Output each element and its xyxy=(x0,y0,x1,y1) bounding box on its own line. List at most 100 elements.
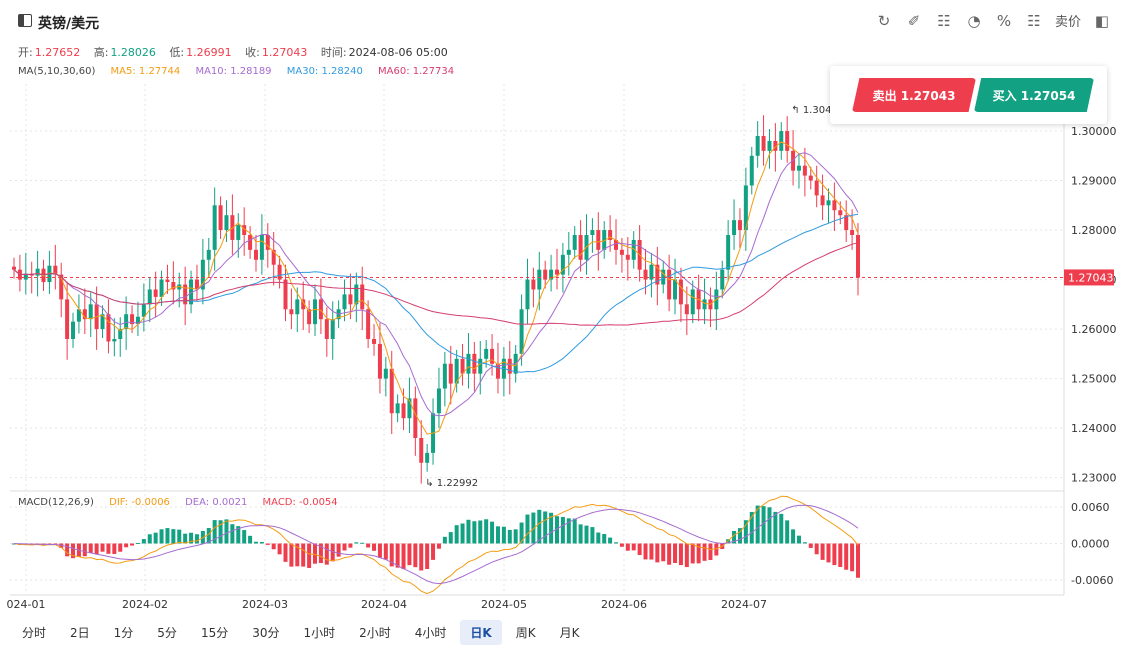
macd-bar xyxy=(289,543,294,567)
macd-bar xyxy=(802,542,807,544)
macd-bar xyxy=(708,543,713,560)
period-tab[interactable]: 日K xyxy=(460,620,502,645)
macd-bar xyxy=(495,526,500,544)
macd-bar xyxy=(773,511,778,544)
macd-bar xyxy=(690,543,695,564)
x-tick-label: 2024-07 xyxy=(721,598,767,611)
candle-body xyxy=(767,140,772,151)
period-tab[interactable]: 分时 xyxy=(22,626,47,640)
candle-body xyxy=(165,279,170,283)
high-annotation: ↰ 1.30442 xyxy=(791,105,844,116)
period-tab[interactable]: 15分 xyxy=(200,626,229,640)
candle-body xyxy=(183,284,188,305)
macd-bar xyxy=(649,543,654,560)
percent-icon[interactable]: % xyxy=(996,11,1012,30)
candle-body xyxy=(194,279,199,290)
candle-body xyxy=(684,304,689,315)
macd-bar xyxy=(678,543,683,566)
period-tab[interactable]: 5分 xyxy=(157,626,177,640)
macd-bar xyxy=(478,520,483,544)
macd-bar xyxy=(501,526,506,544)
macd-legend: MACD(12,26,9) DIF: -0.0006 DEA: 0.0021 M… xyxy=(18,497,350,508)
macd-bar xyxy=(431,543,436,560)
period-tab[interactable]: 2小时 xyxy=(359,626,391,640)
draw-icon[interactable]: ✐ xyxy=(907,11,921,30)
symbol-icon[interactable] xyxy=(18,14,32,27)
macd-bar xyxy=(82,543,87,557)
macd-bar xyxy=(737,528,742,544)
candle-body xyxy=(838,210,843,216)
period-tab[interactable]: 30分 xyxy=(252,626,280,640)
macd-value: MACD: -0.0054 xyxy=(262,497,338,508)
period-tab[interactable]: 4小时 xyxy=(414,626,447,640)
macd-label: MACD(12,26,9) xyxy=(18,497,94,508)
candle-body xyxy=(395,403,400,414)
macd-bar xyxy=(808,543,813,548)
candle-body xyxy=(342,294,347,310)
candle-body xyxy=(572,235,577,250)
macd-bar xyxy=(383,543,388,560)
y-tick-label: 1.26000 xyxy=(1071,323,1117,336)
macd-bar xyxy=(354,542,359,544)
buy-button[interactable]: 买入 1.27054 xyxy=(974,78,1094,112)
macd-bar xyxy=(372,543,377,551)
period-tab[interactable]: 周K xyxy=(515,626,536,640)
header: 英镑/美元 ↻ ✐ ☷ ◔ % ☷ 卖价 ◧ xyxy=(0,0,1123,42)
page-title: 英镑/美元 xyxy=(38,16,100,32)
candle-body xyxy=(65,299,70,339)
time-label: 时间: xyxy=(320,46,347,59)
candle-body xyxy=(76,309,81,322)
grid-icon[interactable]: ☷ xyxy=(1027,11,1041,30)
macd-bar xyxy=(513,529,518,544)
period-tab[interactable]: 2日 xyxy=(70,626,90,640)
low-value: 1.26991 xyxy=(186,46,232,59)
candle-body xyxy=(761,135,766,151)
macd-bar xyxy=(301,543,306,567)
macd-bar xyxy=(767,507,772,544)
candle-body xyxy=(490,348,495,364)
macd-bar xyxy=(856,543,860,578)
candle-body xyxy=(236,225,241,240)
macd-bar xyxy=(472,521,477,544)
candle-body xyxy=(643,269,648,280)
candle-body xyxy=(289,309,294,315)
candle-body xyxy=(832,200,837,211)
macd-bar xyxy=(413,543,418,568)
macd-bar xyxy=(271,543,276,550)
candle-body xyxy=(135,316,140,325)
candle-body xyxy=(401,403,406,419)
dif-value: DIF: -0.0006 xyxy=(109,497,170,508)
macd-bar xyxy=(407,543,412,566)
macd-bar xyxy=(832,543,837,566)
macd-bar xyxy=(732,531,737,544)
macd-bar xyxy=(596,532,601,544)
candle-body xyxy=(454,358,459,384)
macd-bar xyxy=(224,519,229,544)
candle-body xyxy=(590,230,595,236)
period-tab[interactable]: 1分 xyxy=(113,626,134,640)
candle-body xyxy=(667,269,672,300)
panel-icon[interactable]: ◧ xyxy=(1094,11,1110,30)
macd-bar xyxy=(425,543,430,570)
pie-icon[interactable]: ◔ xyxy=(967,11,981,30)
indicator-icon[interactable]: ☷ xyxy=(937,11,951,30)
candle-body xyxy=(602,230,607,250)
macd-bar xyxy=(714,543,719,556)
candle-body xyxy=(124,314,129,330)
macd-bar xyxy=(507,529,512,544)
candle-body xyxy=(484,348,489,359)
period-tab[interactable]: 1小时 xyxy=(303,626,336,640)
candle-body xyxy=(808,175,813,181)
sell-button[interactable]: 卖出 1.27043 xyxy=(852,78,976,112)
macd-bar xyxy=(826,543,831,563)
macd-bar xyxy=(212,520,217,544)
refresh-icon[interactable]: ↻ xyxy=(877,11,891,30)
candle-body xyxy=(425,452,430,463)
price-type-toggle[interactable]: 卖价 xyxy=(1054,15,1081,30)
period-tab[interactable]: 月K xyxy=(559,626,580,640)
candle-body xyxy=(130,314,135,325)
macd-bar xyxy=(454,525,459,544)
macd-bar xyxy=(135,542,140,544)
candle-body xyxy=(732,220,737,236)
